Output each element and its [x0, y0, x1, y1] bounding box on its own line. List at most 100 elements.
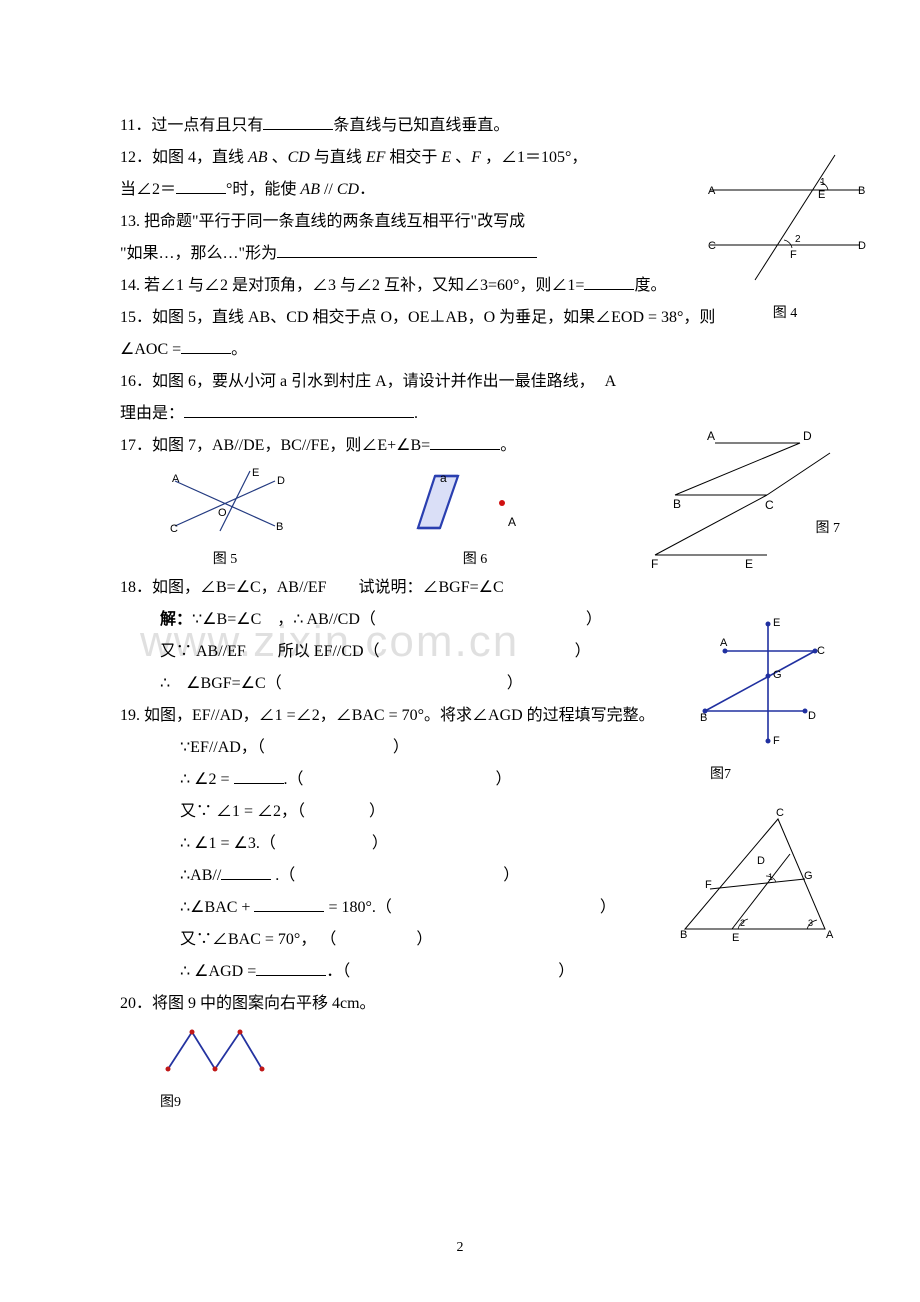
var-f: F	[471, 149, 481, 166]
t: 12．如图 4，直线	[120, 149, 248, 166]
t: 、	[451, 149, 471, 166]
t: ）	[586, 611, 602, 628]
t: 、	[268, 149, 288, 166]
figure-18: A B C D E F G 图7	[690, 616, 830, 789]
lbl-A: A	[707, 429, 715, 443]
lbl-2: 2	[795, 234, 801, 245]
lbl-D: D	[803, 429, 812, 443]
page: www.zixin.com.cn 11．过一点有且只有条直线与已知直线垂直。 1…	[0, 0, 920, 1302]
lbl-C: C	[765, 498, 774, 512]
lbl-E: E	[745, 557, 753, 571]
t: ∵∠B=∠C ，∴ AB//CD（	[192, 611, 376, 628]
lbl-E: E	[773, 617, 780, 629]
lbl-D: D	[277, 475, 285, 487]
t: "如果…，那么…"形为	[120, 245, 277, 262]
lbl-B: B	[680, 929, 687, 941]
lbl-E: E	[818, 189, 825, 201]
figure-6-label: 图 6	[410, 546, 540, 574]
lbl-F: F	[790, 249, 797, 261]
lbl-G: G	[773, 669, 782, 681]
figure-18-label: 图7	[710, 761, 830, 789]
q11: 11．过一点有且只有条直线与已知直线垂直。	[120, 110, 800, 142]
t: °时，能使	[226, 181, 300, 198]
lbl-F: F	[773, 735, 780, 747]
lbl-D: D	[858, 240, 866, 252]
blank	[584, 274, 634, 290]
t: ）	[507, 675, 523, 692]
page-number: 2	[0, 1234, 920, 1262]
blank	[256, 960, 326, 976]
figure-9: 图9	[160, 1024, 800, 1117]
q15-l2: ∠AOC =。	[120, 334, 800, 366]
t: //	[320, 181, 337, 198]
lbl-A: A	[508, 515, 516, 529]
figure-4-label: 图 4	[700, 300, 870, 328]
var-e: E	[441, 149, 451, 166]
lbl-G: G	[804, 870, 813, 882]
figure-19: B E A C D F G 1 2 3	[670, 804, 840, 956]
t: ∴∠BAC +	[180, 899, 254, 916]
t: 度。	[634, 277, 666, 294]
t: 。	[231, 341, 247, 358]
lbl-E: E	[732, 932, 739, 944]
lbl-D: D	[757, 855, 765, 867]
lbl-B: B	[700, 712, 707, 724]
lbl-B: B	[673, 497, 681, 511]
q12-l1: 12．如图 4，直线 AB 、CD 与直线 EF 相交于 E 、F ，∠1＝10…	[120, 142, 800, 174]
q20: 20．将图 9 中的图案向右平移 4cm。	[120, 988, 800, 1020]
t: ．（ ）	[326, 963, 574, 980]
lbl-C: C	[170, 523, 178, 535]
t: 与直线	[310, 149, 366, 166]
figure-7-label: 图 7	[816, 515, 841, 543]
var-ab: AB	[248, 149, 268, 166]
lbl-C: C	[708, 240, 716, 252]
t: 相交于	[385, 149, 441, 166]
q13-l1: 13. 把命题"平行于同一条直线的两条直线互相平行"改写成	[120, 206, 800, 238]
blank	[181, 338, 231, 354]
t: .（ ）	[284, 771, 512, 788]
lbl-C: C	[817, 645, 825, 657]
t: ．	[359, 181, 375, 198]
lbl-D: D	[808, 710, 816, 722]
t: 。	[500, 437, 516, 454]
var-cd: CD	[288, 149, 310, 166]
lbl-A: A	[172, 473, 180, 485]
t: 理由是：	[120, 405, 184, 422]
lbl-C: C	[776, 807, 784, 819]
var-ef: EF	[366, 149, 386, 166]
figure-9-label: 图9	[160, 1089, 800, 1117]
figure-4: A B C D E F 1 2 图 4	[700, 150, 870, 328]
t: 又∵ AB//EF 所以 EF//CD（	[160, 643, 380, 660]
t: A	[605, 373, 617, 390]
lbl-O: O	[218, 507, 227, 519]
q19-l9: ∴ ∠AGD = ．（ ）	[120, 956, 800, 988]
blank	[221, 864, 271, 880]
lbl-A: A	[720, 637, 728, 649]
q14: 14. 若∠1 与∠2 是对顶角，∠3 与∠2 互补，又知∠3=60°，则∠1=…	[120, 270, 800, 302]
blank	[263, 114, 333, 130]
t: ∴ ∠BGF=∠C（	[160, 675, 282, 692]
t: .（ ）	[271, 867, 519, 884]
figure-6: a A 图 6	[410, 468, 540, 574]
blank	[277, 242, 537, 258]
lbl-B: B	[276, 521, 283, 533]
t: ∴ ∠AGD =	[180, 963, 256, 980]
t: 当∠2＝	[120, 181, 176, 198]
var-ab: AB	[300, 181, 320, 198]
svg-text:2: 2	[795, 234, 801, 245]
blank	[234, 768, 284, 784]
q11-b: 条直线与已知直线垂直。	[333, 117, 509, 134]
t: = 180°.（ ）	[324, 899, 615, 916]
t: ∴ ∠2 =	[180, 771, 234, 788]
lbl-F: F	[651, 557, 658, 571]
var-cd: CD	[337, 181, 359, 198]
blank	[254, 896, 324, 912]
t: 17．如图 7，AB//DE，BC//FE，则∠E+∠B=	[120, 437, 430, 454]
lbl-B: B	[858, 185, 865, 197]
figure-5-label: 图 5	[160, 546, 290, 574]
blank	[184, 402, 414, 418]
t: ∴AB//	[180, 867, 221, 884]
lbl-F: F	[705, 879, 712, 891]
q13-l2: "如果…，那么…"形为	[120, 238, 800, 270]
q12-l2: 当∠2＝ °时，能使 AB // CD．	[120, 174, 800, 206]
